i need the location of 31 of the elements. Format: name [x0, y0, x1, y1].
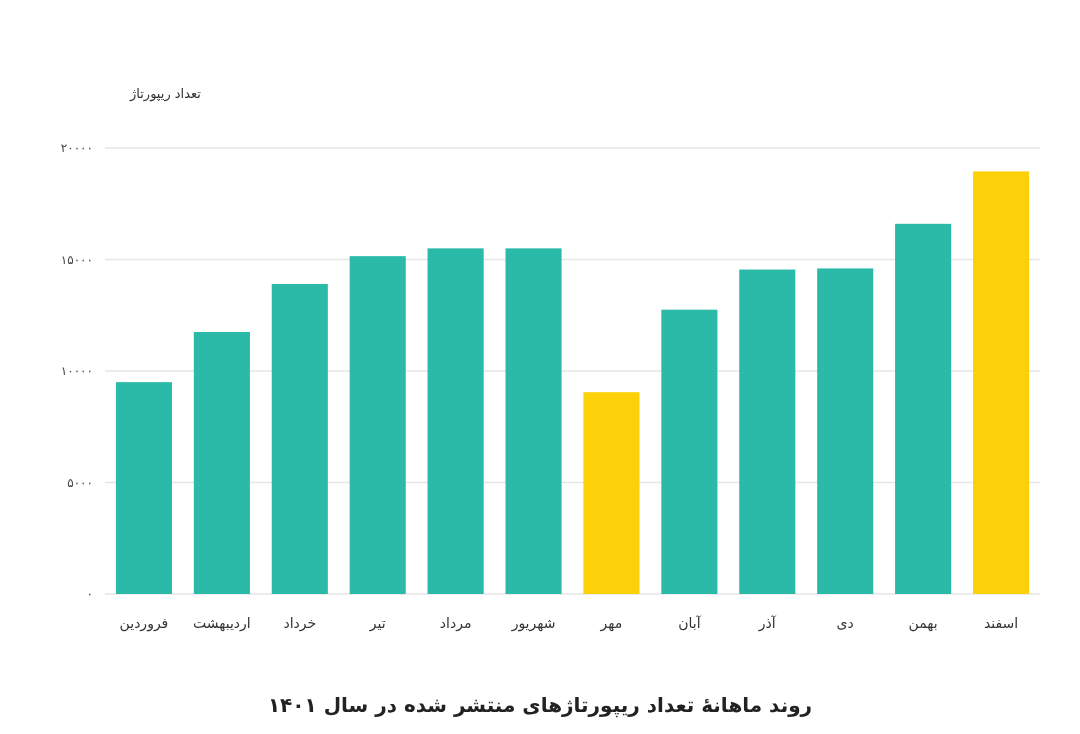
- x-tick-label: آذر: [757, 615, 777, 632]
- x-tick-label: آبان: [678, 615, 702, 631]
- x-tick-label: فروردین: [119, 615, 169, 632]
- x-tick-label: شهریور: [510, 615, 556, 632]
- bar: [115, 382, 173, 594]
- bar: [895, 223, 952, 594]
- y-axis-title: تعداد ریپورتاژ: [129, 86, 202, 102]
- bar: [661, 309, 718, 594]
- bar: [817, 268, 874, 594]
- x-tick-label: خرداد: [283, 615, 317, 632]
- x-tick-label: دی: [836, 615, 854, 631]
- bar: [972, 171, 1030, 594]
- bar: [349, 256, 406, 594]
- x-tick-label: تیر: [368, 615, 386, 632]
- x-tick-label: اردیبهشت: [193, 615, 251, 632]
- bar: [427, 248, 484, 594]
- y-tick-label: ۵۰۰۰: [67, 475, 93, 490]
- y-tick-label: ۲۰۰۰۰: [60, 141, 93, 155]
- text: روند ماهانهٔ تعداد ریپورتاژهای منتشر شده در سال ۱۴۰۱: [267, 693, 813, 718]
- y-tick-label: ۱۵۰۰۰: [60, 252, 93, 267]
- y-tick-label: ۱۰۰۰۰: [60, 364, 93, 378]
- bar: [583, 392, 640, 594]
- x-tick-label: اسفند: [983, 615, 1019, 631]
- y-tick-label: ۰: [86, 587, 93, 601]
- x-tick-label: مرداد: [439, 615, 472, 632]
- bar: [193, 331, 250, 594]
- bar: [271, 284, 328, 594]
- bar: [739, 269, 796, 594]
- bar: [505, 248, 562, 594]
- x-tick-label: مهر: [599, 615, 623, 632]
- x-tick-label: بهمن: [908, 615, 938, 632]
